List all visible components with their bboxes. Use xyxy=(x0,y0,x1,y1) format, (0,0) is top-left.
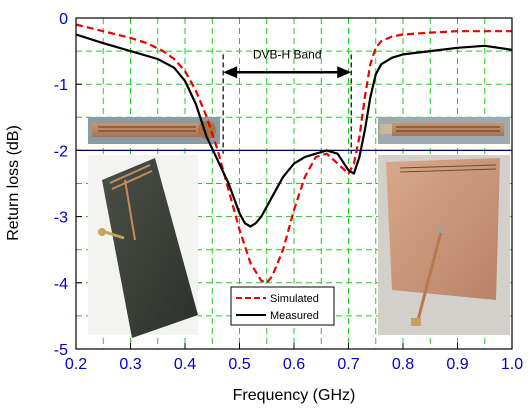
y-axis-label: Return loss (dB) xyxy=(5,125,22,241)
y-tick-label: -4 xyxy=(54,276,68,293)
legend-label-measured: Measured xyxy=(270,310,319,322)
series-line-simulated xyxy=(76,23,512,284)
x-tick-label: 0.2 xyxy=(65,356,87,373)
legend-box xyxy=(230,286,335,326)
x-tick-label: 0.7 xyxy=(337,356,359,373)
y-tick-label: -5 xyxy=(54,342,68,359)
x-axis-label: Frequency (GHz) xyxy=(233,387,356,404)
series-layer xyxy=(76,23,512,284)
dvb-h-band-annotation: DVB-H Band xyxy=(222,47,352,154)
band-label: DVB-H Band xyxy=(253,47,322,61)
antenna-prototype-photo-right xyxy=(378,155,510,335)
y-tick-label: -3 xyxy=(54,210,68,227)
legend-label-simulated: Simulated xyxy=(270,293,319,305)
x-tick-label: 0.8 xyxy=(392,356,414,373)
x-tick-label: 0.5 xyxy=(228,356,250,373)
x-tick-label: 0.3 xyxy=(119,356,141,373)
x-tick-label: 0.6 xyxy=(283,356,305,373)
band-arrowhead-left xyxy=(223,66,238,79)
y-tick-label: -2 xyxy=(54,143,68,160)
band-arrowhead-right xyxy=(337,66,352,79)
y-tick-label: 0 xyxy=(59,11,68,28)
series-line-measured xyxy=(76,33,512,228)
x-tick-label: 1.0 xyxy=(501,356,523,373)
y-axis-ticks: 0 -1 -2 -3 -4 -5 xyxy=(54,11,82,359)
x-axis-ticks: 0.2 0.3 0.4 0.5 0.6 0.7 0.8 0.9 1.0 xyxy=(65,343,523,373)
antenna-prototype-photo-left xyxy=(88,155,198,338)
y-tick-label: -1 xyxy=(54,77,68,94)
antenna-strip-photo-left xyxy=(88,117,220,144)
antenna-strip-photo-right xyxy=(378,117,510,144)
x-tick-label: 0.4 xyxy=(174,356,196,373)
legend: Simulated Measured xyxy=(230,286,335,326)
x-tick-label: 0.9 xyxy=(446,356,468,373)
